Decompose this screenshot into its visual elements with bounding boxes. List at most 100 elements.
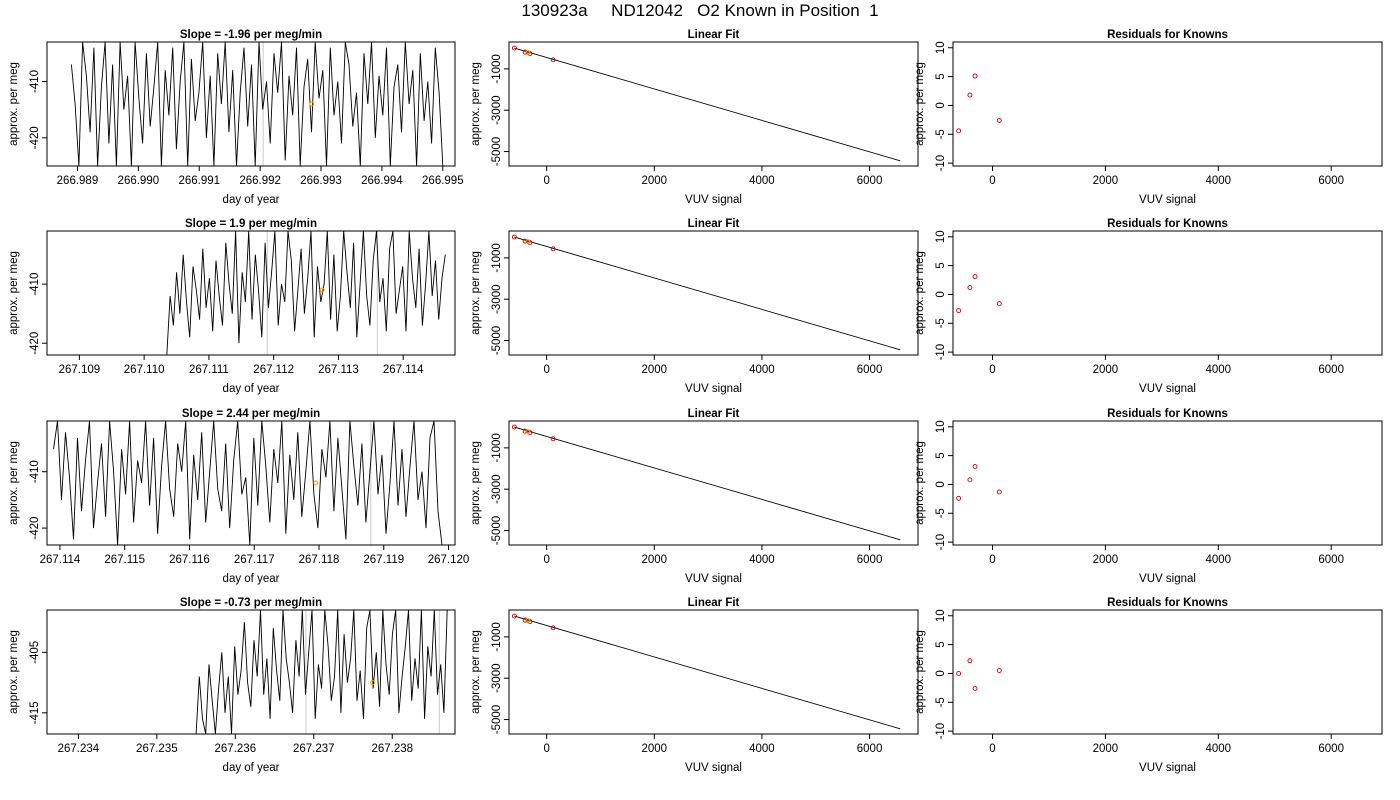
panel-4-1-x-tick-label-1: 267.234 (58, 743, 100, 755)
panel-3-2-data-point-1 (511, 424, 517, 430)
panel-1-1-x-tick-label-6: 266.994 (361, 175, 403, 187)
panel-4-2-frame (508, 609, 919, 735)
panel-4-1-frame (46, 609, 456, 735)
panel-1-2-y-tick-label-2: -3000 (491, 95, 503, 124)
panel-1-3-data-point-2 (967, 92, 973, 98)
panel-2-3-y-tick-label-3: 0 (935, 291, 947, 297)
panel-2-3-data-point-4 (996, 301, 1002, 307)
panel-4-1-x-axis-label: day of year (223, 762, 280, 774)
panel-3-1-x-tick-label-3: 267.116 (169, 554, 210, 566)
panel-4-1-highlight-point-1 (370, 680, 376, 686)
panel-4-1-title: Slope = -0.73 per meg/min (180, 597, 322, 609)
panel-3-3-x-tick-label-1: 0 (989, 554, 995, 566)
panel-4-2-y-tick-label-1: -1000 (491, 622, 503, 651)
panel-1-2-x-tick-label-3: 4000 (749, 175, 775, 187)
panel-3-2-y-tick-label-1: -1000 (491, 433, 503, 462)
figure-title: 130923a ND12042 O2 Known in Position 1 (521, 1, 879, 20)
panel-2-2-x-axis-label: VUV signal (685, 383, 742, 395)
panel-4-3-frame (952, 609, 1383, 735)
panel-2-3-x-tick-label-2: 2000 (1093, 364, 1119, 376)
panel-1-3-y-axis-label: approx. per meg (914, 62, 926, 146)
panel-2-2-x-tick-label-3: 4000 (749, 364, 775, 376)
panel-2-3-x-tick-label-1: 0 (989, 364, 995, 376)
panel-1-3-x-tick-label-3: 4000 (1206, 175, 1232, 187)
panel-3-1-frame (46, 420, 456, 546)
panel-3-2-x-tick-label-1: 0 (543, 554, 549, 566)
panel-2-1-title: Slope = 1.9 per meg/min (185, 218, 317, 230)
panel-3-3-y-tick-label-3: 0 (935, 481, 947, 487)
panel-4-3-data-point-1 (956, 670, 962, 676)
panel-4-3-y-axis-label: approx. per meg (914, 630, 926, 714)
panel-2-2-y-axis-label: approx. per meg (470, 251, 482, 335)
panel-3-1-x-tick-label-4: 267.117 (234, 554, 275, 566)
panel-4-1-y-tick-label-1: -405 (29, 641, 41, 664)
panel-4-3-y-tick-label-1: 10 (935, 609, 947, 622)
panel-3-2-frame (508, 420, 919, 546)
panel-2-2-frame (508, 230, 919, 356)
panel-3-2-y-tick-label-2: -3000 (491, 474, 503, 503)
panel-3-2-x-tick-label-2: 2000 (642, 554, 668, 566)
panel-4-1-series-line-1 (195, 610, 448, 734)
panel-1-1-x-tick-label-7: 266.995 (422, 175, 464, 187)
panel-3-3-data-point-1 (956, 495, 962, 501)
panel-2-2-title: Linear Fit (688, 218, 740, 230)
panel-4-3-y-tick-label-4: -5 (935, 697, 947, 707)
panel-3-3-x-tick-label-3: 4000 (1206, 554, 1232, 566)
panel-1-2-fit-line (514, 47, 901, 162)
panel-2-3-y-tick-label-2: 5 (935, 262, 947, 268)
panel-2-1-highlight-point-1 (319, 287, 325, 293)
panel-4-3-y-tick-label-3: 0 (935, 670, 947, 676)
panel-3-3-y-tick-label-1: 10 (935, 420, 947, 433)
panel-3-2-data-point-4 (550, 436, 556, 442)
panel-2-2-fit-line (514, 236, 901, 351)
panel-3-2-y-tick-label-3: -5000 (491, 516, 503, 545)
panel-2-3-y-tick-label-5: -10 (935, 344, 947, 361)
panel-1-3-x-tick-label-4: 6000 (1318, 175, 1344, 187)
panel-3-3-title: Residuals for Knowns (1107, 408, 1228, 420)
panel-1-3-frame (952, 41, 1383, 167)
panel-1-3-title: Residuals for Knowns (1107, 29, 1228, 41)
panel-4-3-x-tick-label-1: 0 (989, 743, 995, 755)
panel-4-2-x-tick-label-3: 4000 (749, 743, 775, 755)
panel-2-2-x-tick-label-4: 6000 (857, 364, 883, 376)
panel-2-3-data-point-1 (956, 308, 962, 314)
panel-3-2-x-axis-label: VUV signal (685, 573, 742, 585)
panel-3-2-y-axis-label: approx. per meg (470, 441, 482, 525)
panel-4-3-x-tick-label-2: 2000 (1093, 743, 1119, 755)
panel-1-3-x-tick-label-2: 2000 (1093, 175, 1119, 187)
panel-2-3-y-tick-label-4: -5 (935, 318, 947, 328)
panel-3-1-highlight-point-1 (313, 480, 319, 486)
panel-1-1-x-tick-label-5: 266.993 (300, 175, 342, 187)
panel-4-3-x-tick-label-4: 6000 (1318, 743, 1344, 755)
panel-1-1-y-axis-label: approx. per meg (8, 62, 20, 146)
panel-1-3-data-point-3 (972, 73, 978, 79)
panel-2-3-title: Residuals for Knowns (1107, 218, 1228, 230)
panel-4-3-x-axis-label: VUV signal (1139, 762, 1196, 774)
panel-2-1-y-tick-label-2: -420 (29, 332, 41, 355)
panel-4-2-title: Linear Fit (688, 597, 740, 609)
panel-3-1-series-line-1 (53, 421, 443, 545)
panel-4-3-y-tick-label-5: -10 (935, 723, 947, 740)
panel-2-1-x-axis-label: day of year (223, 383, 280, 395)
panel-4-1-x-tick-label-4: 267.237 (293, 743, 335, 755)
panel-2-2-x-tick-label-1: 0 (543, 364, 549, 376)
panel-4-1-x-tick-label-2: 267.235 (136, 743, 178, 755)
panel-4-2-y-axis-label: approx. per meg (470, 630, 482, 714)
panel-4-2-data-point-4 (550, 625, 556, 631)
panel-1-1-x-axis-label: day of year (223, 194, 280, 206)
panel-3-1-x-tick-label-7: 267.120 (428, 554, 470, 566)
panel-3-3-x-tick-label-2: 2000 (1093, 554, 1119, 566)
panel-1-1-y-tick-label-2: -420 (29, 126, 41, 149)
panel-1-1-x-tick-label-4: 266.992 (239, 175, 281, 187)
panel-4-1-x-tick-label-3: 267.236 (215, 743, 257, 755)
panel-4-2-x-tick-label-4: 6000 (857, 743, 883, 755)
panel-1-2-x-tick-label-1: 0 (543, 175, 549, 187)
panel-1-2-y-tick-label-1: -1000 (491, 54, 503, 83)
panel-2-1-x-tick-label-1: 267.109 (59, 364, 101, 376)
panel-3-1-x-tick-label-5: 267.118 (299, 554, 340, 566)
panel-2-1-series-line-1 (166, 231, 446, 355)
panel-2-1-x-tick-label-2: 267.110 (124, 364, 165, 376)
panel-1-3-data-point-1 (956, 128, 962, 134)
panel-4-3-data-point-3 (972, 685, 978, 691)
panel-3-3-y-tick-label-4: -5 (935, 508, 947, 518)
